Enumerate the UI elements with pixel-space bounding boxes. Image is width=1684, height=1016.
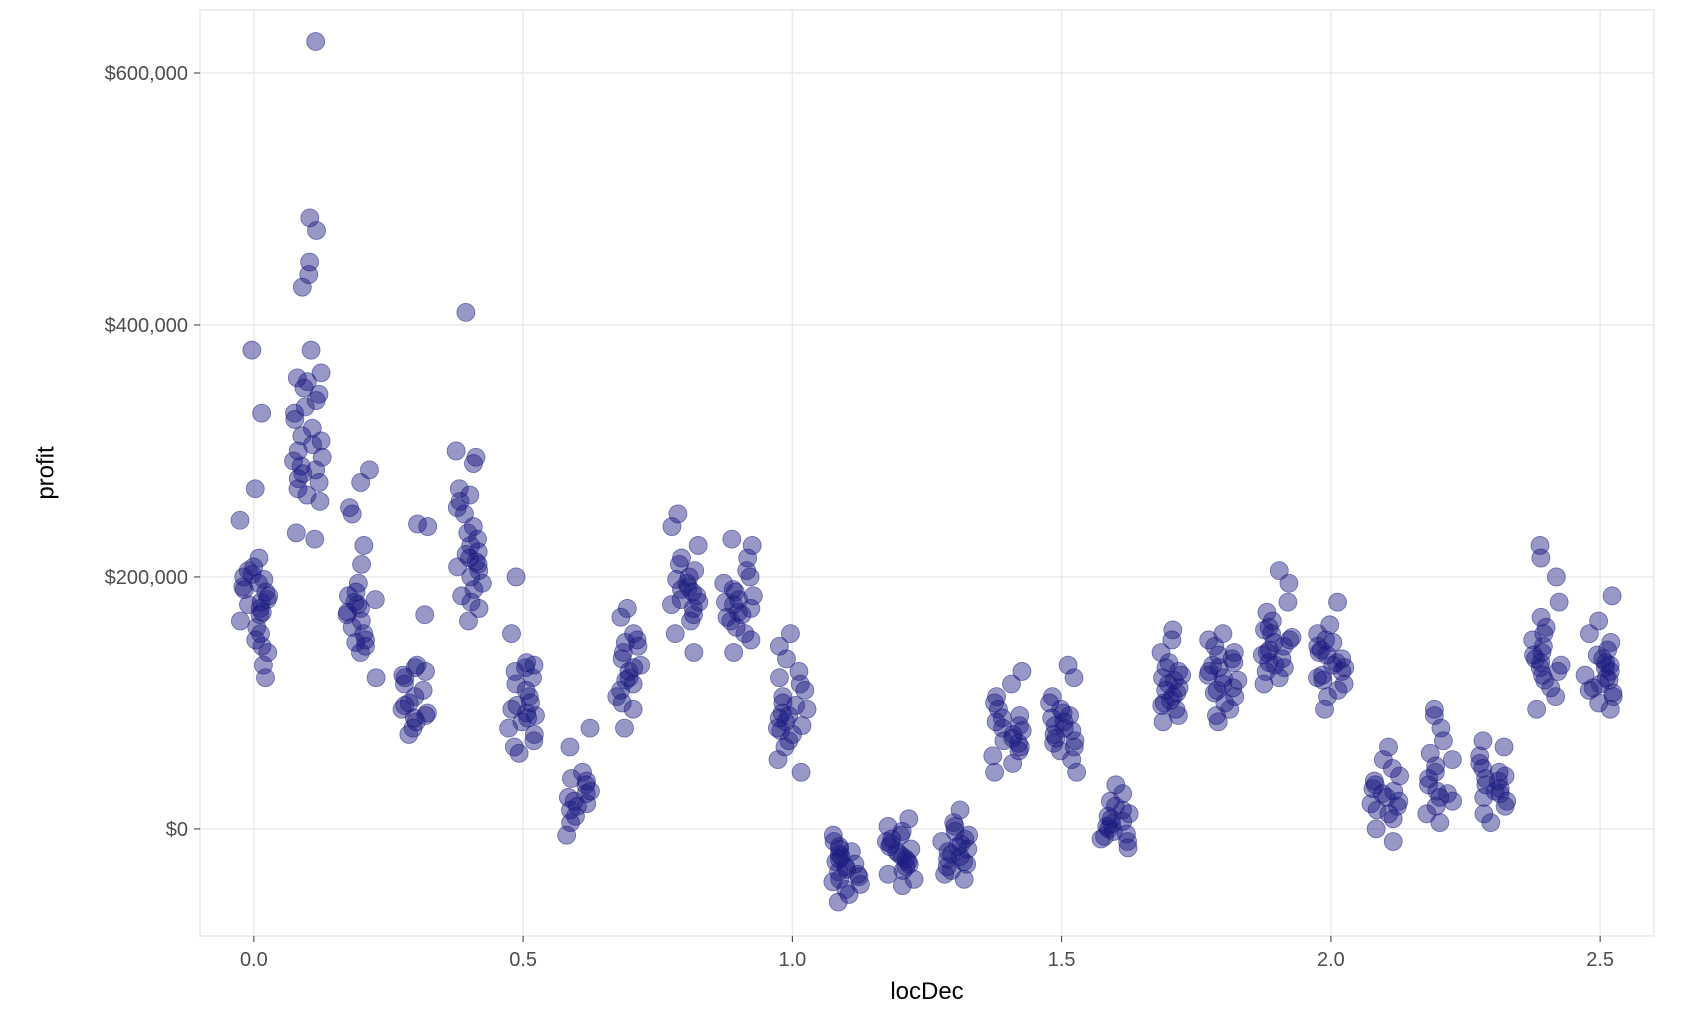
svg-text:$200,000: $200,000 [105, 567, 188, 589]
svg-text:$600,000: $600,000 [105, 63, 188, 85]
svg-text:2.0: 2.0 [1317, 949, 1345, 971]
scatter-chart: profit 0.0 0.5 1.0 1.5 2.0 2.5 $0 $200,000 $400,… [0, 0, 1684, 1016]
svg-text:1.0: 1.0 [778, 949, 806, 971]
x-axis-label: locDec [890, 978, 963, 1006]
y-axis-label: profit [33, 446, 61, 499]
svg-text:$400,000: $400,000 [105, 315, 188, 337]
svg-text:$0: $0 [166, 819, 188, 841]
chart-svg: 0.0 0.5 1.0 1.5 2.0 2.5 $0 $200,000 $400,000 $600… [0, 0, 1684, 1016]
svg-text:0.0: 0.0 [240, 949, 268, 971]
svg-text:1.5: 1.5 [1048, 949, 1076, 971]
svg-text:0.5: 0.5 [509, 949, 537, 971]
svg-text:2.5: 2.5 [1586, 949, 1614, 971]
